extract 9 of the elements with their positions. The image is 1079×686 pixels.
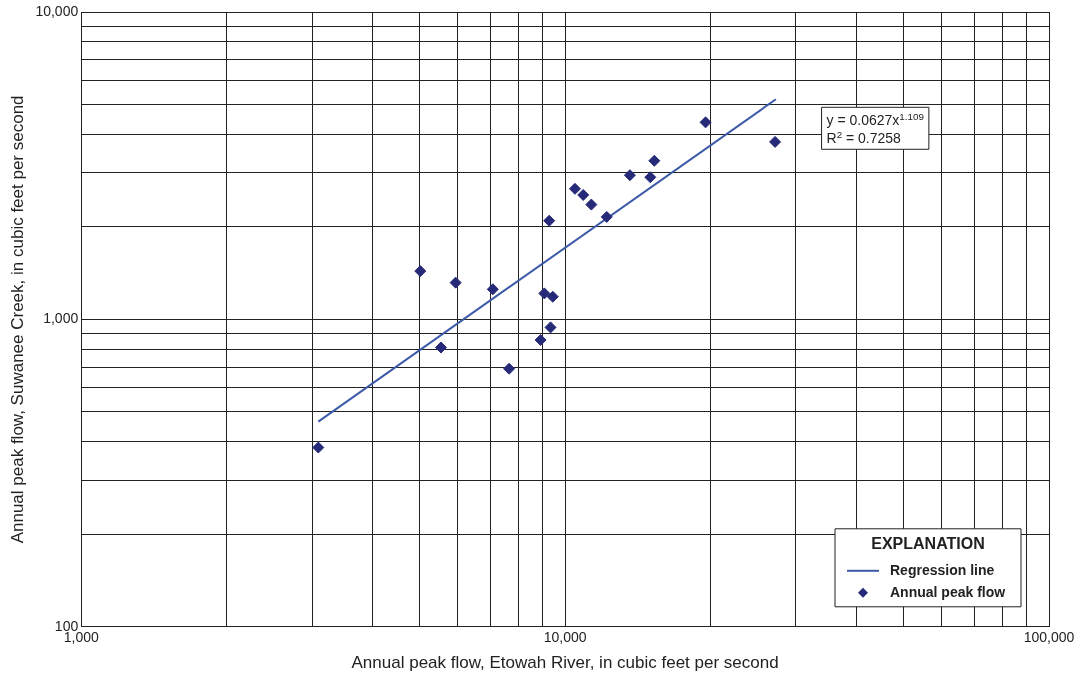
y-tick-label: 1,000: [43, 310, 79, 327]
y-axis-title: Annual peak flow, Suwanee Creek, in cubic feet per second: [7, 95, 27, 544]
x-tick-label: 100,000: [1023, 629, 1075, 646]
y-tick-label: 10,000: [35, 2, 79, 19]
legend-title: EXPLANATION: [871, 535, 985, 553]
legend-label: Annual peak flow: [890, 583, 1006, 600]
x-axis-title: Annual peak flow, Etowah River, in cubic feet per second: [351, 653, 779, 673]
x-tick-label: 10,000: [543, 629, 587, 646]
legend-label: Regression line: [890, 561, 995, 578]
